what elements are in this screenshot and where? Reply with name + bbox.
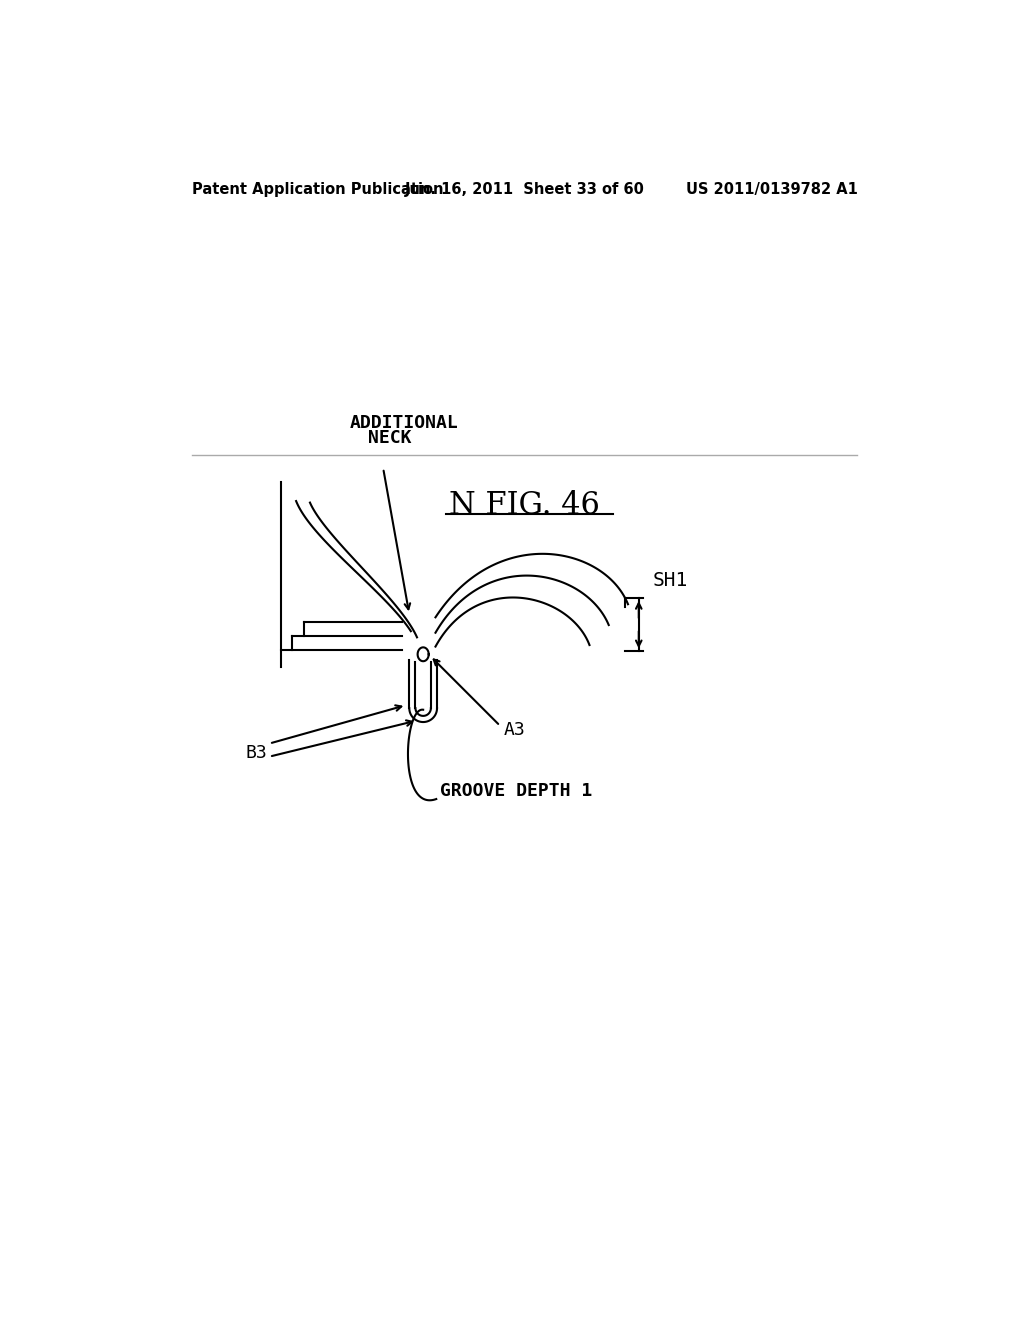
Text: US 2011/0139782 A1: US 2011/0139782 A1: [685, 182, 857, 197]
Text: Jun. 16, 2011  Sheet 33 of 60: Jun. 16, 2011 Sheet 33 of 60: [404, 182, 645, 197]
Text: GROOVE DEPTH 1: GROOVE DEPTH 1: [440, 783, 592, 800]
Text: NECK: NECK: [369, 429, 412, 447]
Text: SH1: SH1: [652, 572, 688, 590]
Text: ADDITIONAL: ADDITIONAL: [349, 413, 459, 432]
Text: A3: A3: [504, 721, 525, 739]
Text: B3: B3: [246, 744, 267, 762]
Text: Patent Application Publication: Patent Application Publication: [193, 182, 443, 197]
Text: N FIG. 46: N FIG. 46: [450, 490, 600, 520]
